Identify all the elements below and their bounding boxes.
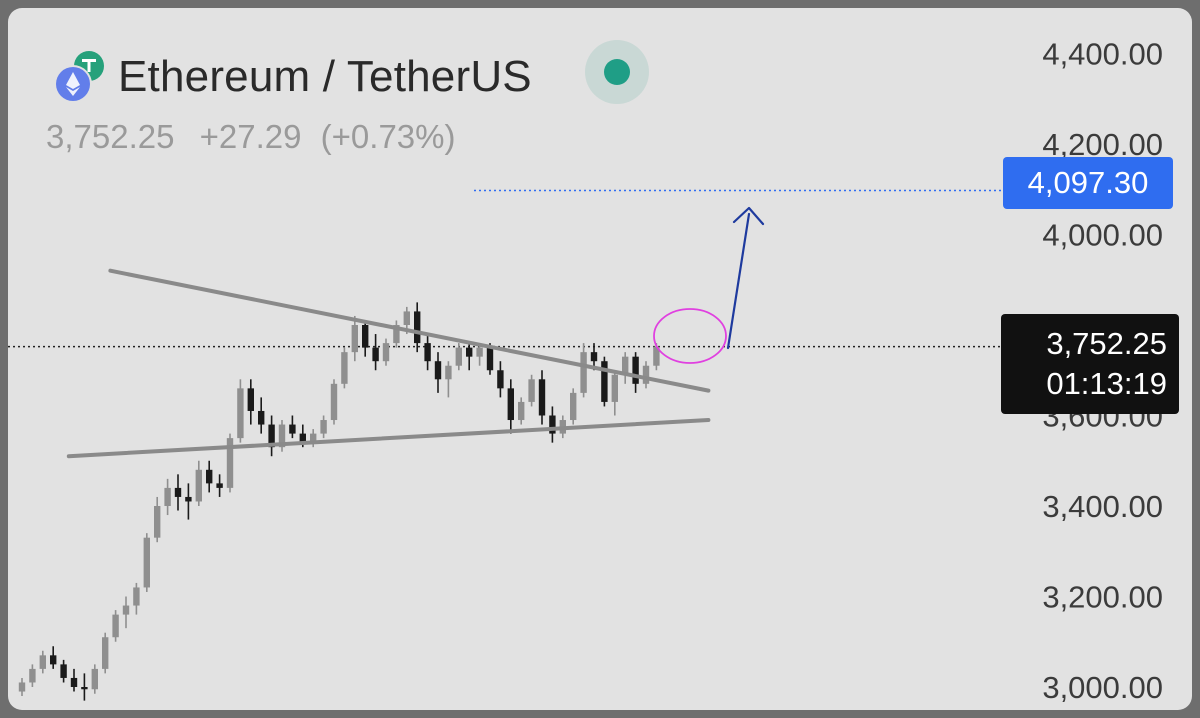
y-tick-label: 4,000.00: [1042, 218, 1163, 253]
candle: [268, 415, 275, 457]
candle: [289, 415, 296, 439]
candle: [341, 347, 348, 389]
candle: [372, 334, 379, 371]
price-change: +27.29: [199, 118, 302, 155]
candle: [351, 315, 358, 362]
candle: [226, 433, 234, 493]
candle: [528, 374, 535, 407]
candle: [382, 338, 390, 366]
candle: [154, 496, 161, 543]
candle: [549, 406, 556, 443]
candle: [237, 379, 244, 443]
y-tick-label: 4,200.00: [1042, 127, 1163, 162]
candle: [18, 677, 26, 697]
candle: [601, 356, 608, 407]
candle: [570, 388, 577, 425]
candle: [466, 343, 473, 371]
current-price: 3,752.25: [46, 118, 175, 155]
ethereum-icon: [54, 65, 92, 103]
candle: [362, 320, 369, 357]
candle: [642, 361, 650, 389]
candle: [455, 343, 462, 371]
candle: [424, 334, 431, 371]
candle: [185, 483, 192, 520]
candle: [247, 379, 254, 425]
candle: [258, 397, 265, 434]
candle: [507, 379, 514, 434]
breakout-arrow: [726, 206, 765, 350]
last-price-value: 3,752.25: [1046, 326, 1167, 361]
pair-title: Ethereum / TetherUS: [118, 52, 532, 101]
candle: [414, 302, 421, 353]
market-open-icon[interactable]: [585, 40, 649, 104]
lower-support-trendline: [66, 418, 711, 459]
upper-resistance-trendline: [108, 268, 711, 393]
price-change-percent: (+0.73%): [320, 118, 456, 155]
y-tick-label: 3,000.00: [1042, 670, 1163, 705]
price-chart[interactable]: 4,400.004,200.004,000.003,800.003,600.00…: [8, 8, 1192, 710]
y-tick-label: 3,400.00: [1042, 489, 1163, 524]
candle: [445, 361, 452, 398]
candle: [102, 632, 109, 674]
symbol-header: Ethereum / TetherUS: [52, 48, 532, 106]
candle: [195, 460, 202, 506]
status-dot: [604, 59, 630, 85]
candle: [50, 646, 57, 669]
pair-logo: [52, 48, 110, 106]
candle: [81, 673, 88, 701]
y-tick-label: 3,200.00: [1042, 580, 1163, 615]
candle: [29, 664, 36, 687]
candle: [122, 596, 130, 629]
candle: [476, 343, 483, 366]
candle: [434, 352, 442, 393]
candle: [164, 478, 171, 516]
candle: [60, 659, 67, 683]
y-tick-label: 4,400.00: [1042, 37, 1163, 72]
candle: [538, 370, 546, 425]
candle: [91, 664, 98, 694]
breakout-ellipse: [653, 308, 727, 364]
candle: [112, 610, 119, 642]
candle: [632, 352, 639, 393]
candle: [174, 474, 182, 511]
candle-countdown: 01:13:19: [1046, 366, 1167, 401]
target-price-label: 4,097.30: [1003, 157, 1173, 209]
candle: [39, 650, 46, 674]
price-summary: 3,752.25 +27.29 (+0.73%): [46, 118, 456, 156]
candle: [320, 415, 327, 439]
candle: [330, 379, 338, 425]
candle: [518, 397, 525, 425]
chart-panel: 4,400.004,200.004,000.003,800.003,600.00…: [8, 8, 1192, 710]
candle: [580, 343, 587, 398]
candle: [611, 370, 618, 416]
candle: [393, 320, 400, 348]
candle: [622, 352, 629, 384]
candle: [133, 582, 140, 615]
candle: [216, 474, 223, 497]
last-price-label: 3,752.25 01:13:19: [1001, 314, 1179, 414]
candle: [143, 533, 150, 592]
candle: [206, 460, 213, 493]
candle: [70, 668, 78, 692]
candle: [497, 361, 504, 398]
candle: [278, 420, 286, 452]
